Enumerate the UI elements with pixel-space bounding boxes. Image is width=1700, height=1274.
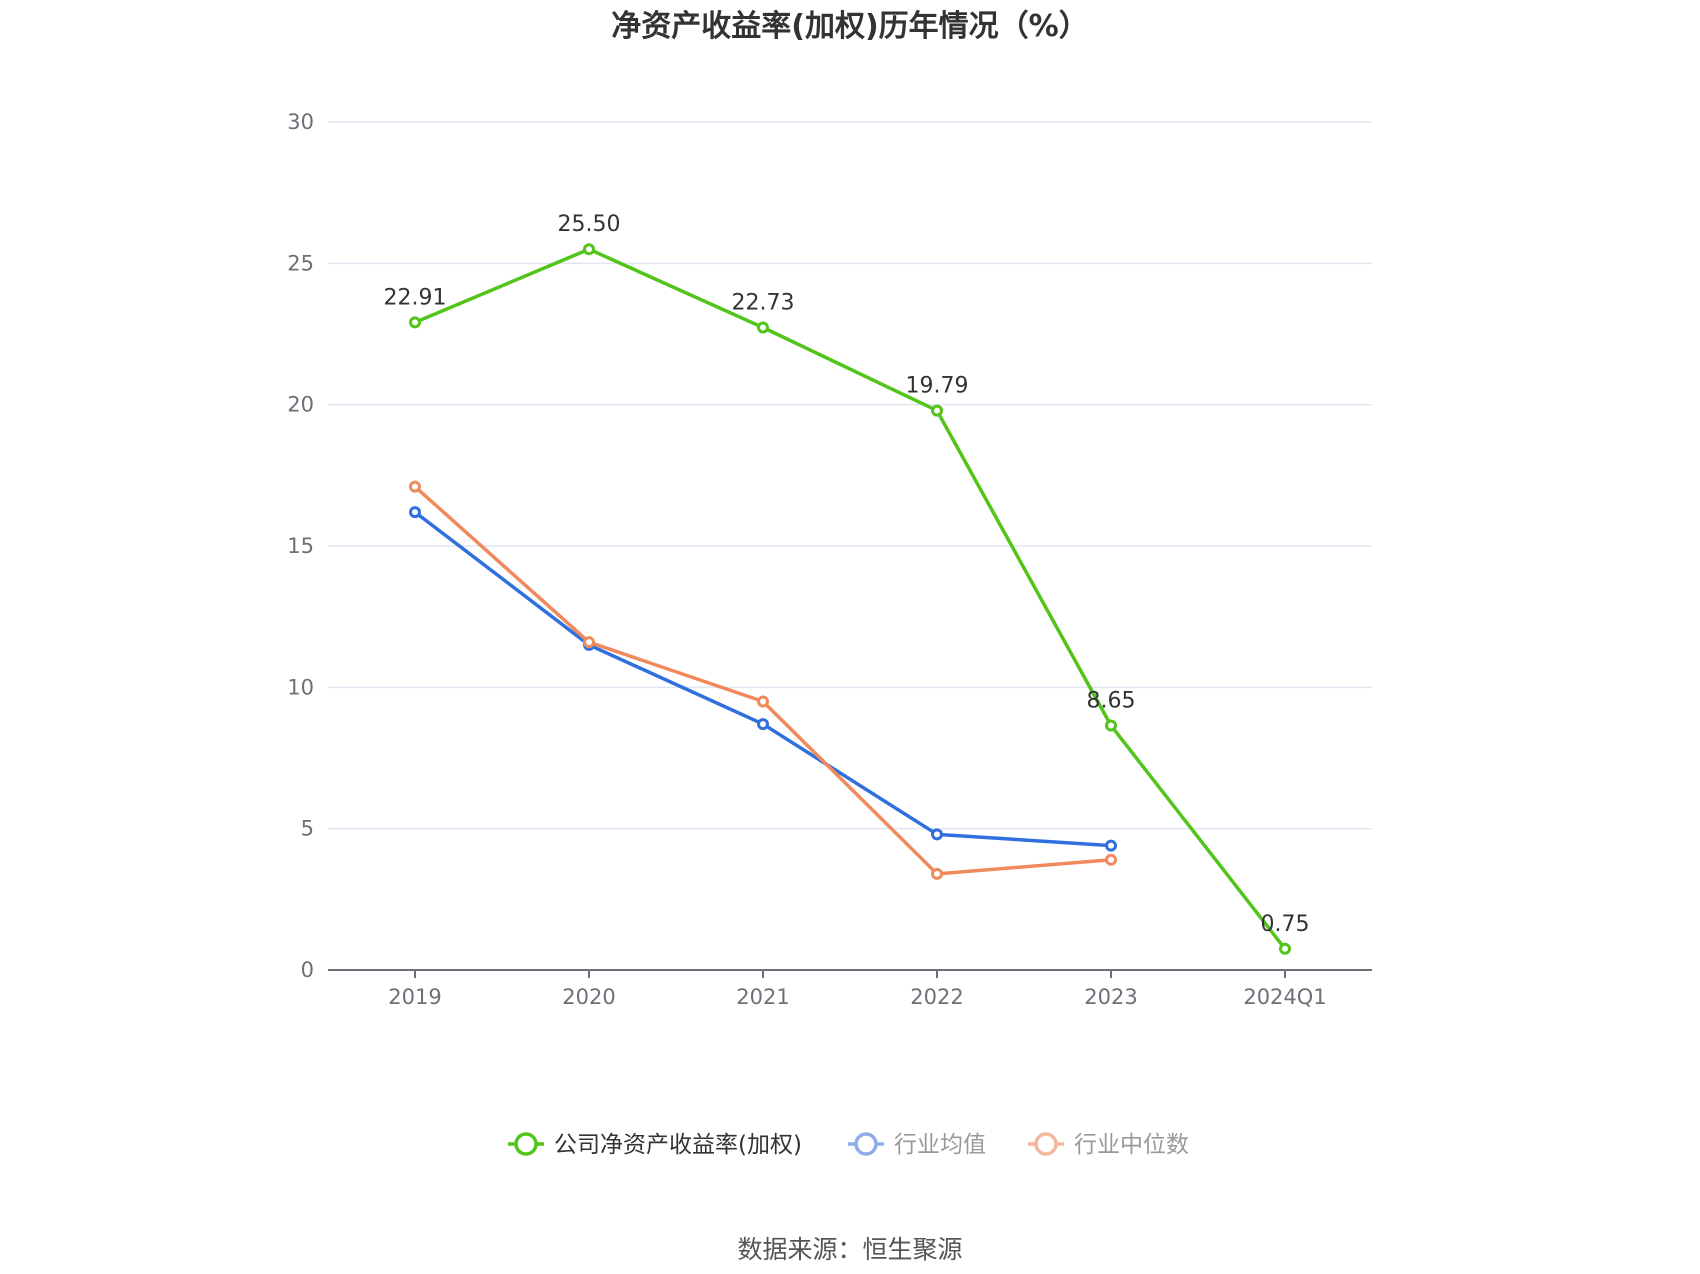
data-point[interactable]	[1279, 942, 1291, 955]
data-label: 25.50	[558, 212, 621, 237]
data-point[interactable]	[931, 404, 943, 417]
legend-label: 行业均值	[894, 1132, 986, 1158]
data-point[interactable]	[1105, 719, 1117, 732]
legend-item-1[interactable]: 行业均值	[848, 1132, 986, 1158]
series-layer	[409, 243, 1291, 955]
gridlines	[328, 121, 1372, 830]
x-tick-label: 2019	[388, 985, 441, 1009]
series-2	[409, 480, 1117, 880]
data-label: 19.79	[906, 374, 969, 399]
data-label: 22.73	[732, 290, 795, 315]
series-line	[413, 485, 1112, 876]
series-1	[409, 506, 1117, 852]
x-axis: 2019 2020 2021 2022 2023 2024Q1	[328, 969, 1372, 1009]
legend-marker	[854, 1132, 878, 1156]
legend-item-2[interactable]: 行业中位数	[1028, 1132, 1189, 1158]
x-tick-label: 2024Q1	[1243, 985, 1326, 1009]
legend-marker	[1034, 1132, 1058, 1156]
y-tick-label: 20	[287, 393, 314, 417]
y-tick-label: 30	[287, 110, 314, 134]
data-label: 8.65	[1087, 688, 1136, 713]
data-point[interactable]	[583, 636, 595, 649]
x-tick-label: 2023	[1084, 985, 1137, 1009]
legend-label: 公司净资产收益率(加权)	[554, 1132, 802, 1158]
legend-marker	[514, 1132, 538, 1156]
x-tick-label: 2021	[736, 985, 789, 1009]
data-point[interactable]	[757, 718, 769, 731]
data-point[interactable]	[1105, 853, 1117, 866]
data-point[interactable]	[409, 506, 421, 519]
data-point[interactable]	[757, 695, 769, 708]
data-point[interactable]	[409, 316, 421, 329]
y-axis: 0 5 10 15 20 25 30	[287, 110, 314, 982]
series-line	[413, 510, 1112, 848]
data-point[interactable]	[1105, 839, 1117, 852]
x-tick-label: 2020	[562, 985, 615, 1009]
legend[interactable]: 公司净资产收益率(加权) 行业均值 行业中位数	[508, 1132, 1189, 1158]
data-point[interactable]	[757, 321, 769, 334]
y-tick-label: 5	[301, 817, 314, 841]
data-point[interactable]	[931, 867, 943, 880]
data-source-note: 数据来源：恒生聚源	[737, 1235, 962, 1264]
data-point[interactable]	[931, 828, 943, 841]
y-tick-label: 10	[287, 675, 314, 699]
y-tick-label: 15	[287, 534, 314, 558]
legend-item-0[interactable]: 公司净资产收益率(加权)	[508, 1132, 802, 1158]
chart-title: 净资产收益率(加权)历年情况（%）	[611, 9, 1088, 44]
y-tick-label: 0	[301, 958, 314, 982]
series-0	[409, 243, 1291, 955]
data-point[interactable]	[409, 480, 421, 493]
data-point[interactable]	[583, 243, 595, 256]
x-tick-label: 2022	[910, 985, 963, 1009]
data-label: 0.75	[1261, 912, 1310, 937]
y-tick-label: 25	[287, 251, 314, 275]
data-label: 22.91	[384, 285, 447, 310]
legend-label: 行业中位数	[1074, 1132, 1189, 1158]
series-line	[414, 247, 1287, 950]
data-labels: 22.91 25.50 22.73 19.79 8.65 0.75	[384, 212, 1310, 937]
